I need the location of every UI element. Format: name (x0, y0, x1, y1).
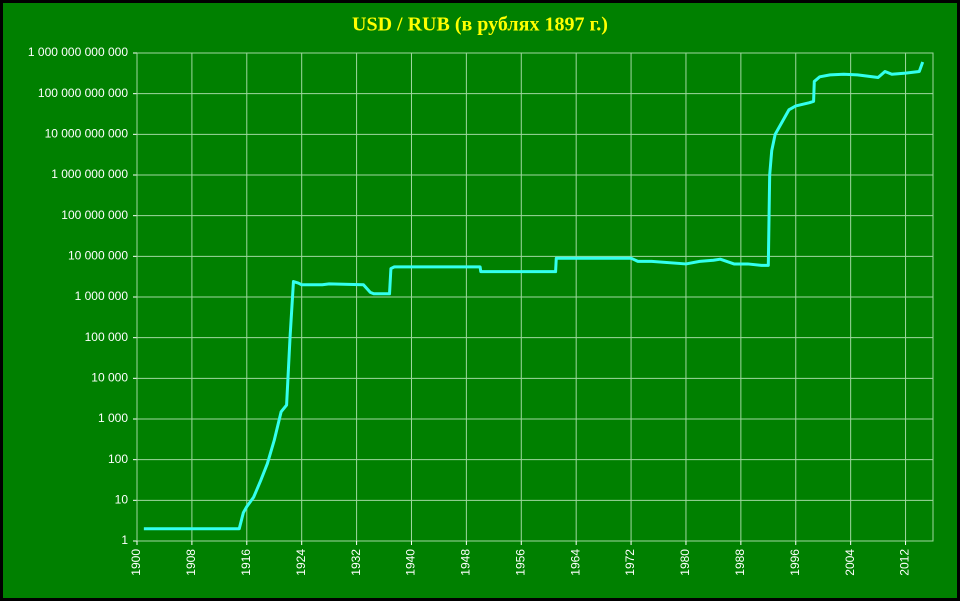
y-tick-label: 100 000 (85, 330, 129, 344)
chart-title: USD / RUB (в рублях 1897 г.) (352, 14, 608, 36)
x-tick-label: 1932 (349, 549, 363, 576)
x-tick-label: 1924 (294, 549, 308, 576)
y-tick-label: 100 000 000 000 (38, 86, 128, 100)
x-tick-label: 1964 (568, 549, 582, 576)
x-tick-label: 1988 (733, 549, 747, 576)
data-line (143, 61, 925, 531)
x-tick-label: 1916 (239, 549, 253, 576)
x-tick-label: 2004 (843, 549, 857, 576)
y-tick-label: 1 000 000 (75, 289, 129, 303)
y-tick-label: 10 000 000 (68, 249, 128, 263)
y-tick-label: 10 000 (91, 371, 128, 385)
x-tick-label: 1956 (513, 549, 527, 576)
x-tick-label: 1940 (404, 549, 418, 576)
y-tick-label: 1 000 000 000 000 (28, 45, 128, 59)
y-tick-label: 100 000 000 (61, 208, 128, 222)
x-tick-label: 1996 (788, 549, 802, 576)
y-tick-label: 1 (121, 533, 128, 547)
x-tick-label: 1948 (459, 549, 473, 576)
y-tick-label: 10 000 000 000 (45, 127, 129, 141)
chart-background (3, 3, 957, 598)
x-tick-label: 2012 (898, 549, 912, 576)
y-tick-label: 1 000 (98, 411, 128, 425)
x-tick-label: 1972 (623, 549, 637, 576)
x-tick-label: 1908 (184, 549, 198, 576)
y-tick-label: 100 (108, 452, 128, 466)
x-tick-label: 1980 (678, 549, 692, 576)
y-tick-label: 1 000 000 000 (51, 167, 128, 181)
y-tick-label: 10 (115, 493, 129, 507)
x-tick-label: 1900 (129, 549, 143, 576)
